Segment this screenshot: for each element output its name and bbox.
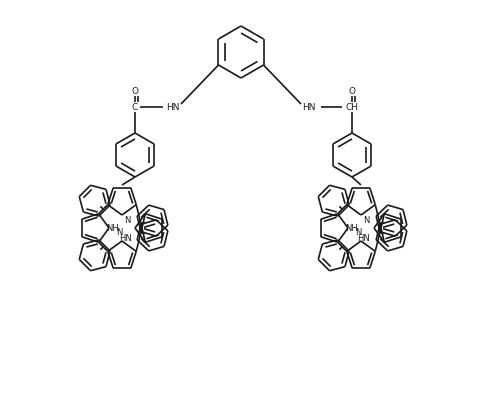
Text: N: N — [355, 227, 361, 236]
Text: NH: NH — [345, 223, 357, 232]
Text: N: N — [116, 227, 122, 236]
Text: NH: NH — [106, 223, 118, 232]
Text: N: N — [363, 215, 369, 225]
Text: HN: HN — [357, 234, 370, 242]
Text: N: N — [124, 215, 130, 225]
Text: O: O — [349, 86, 355, 95]
Text: HN: HN — [119, 234, 131, 242]
Text: C: C — [132, 103, 138, 112]
Text: O: O — [131, 86, 139, 95]
Text: HN: HN — [166, 103, 180, 112]
Text: HN: HN — [302, 103, 316, 112]
Text: CH: CH — [345, 103, 358, 112]
